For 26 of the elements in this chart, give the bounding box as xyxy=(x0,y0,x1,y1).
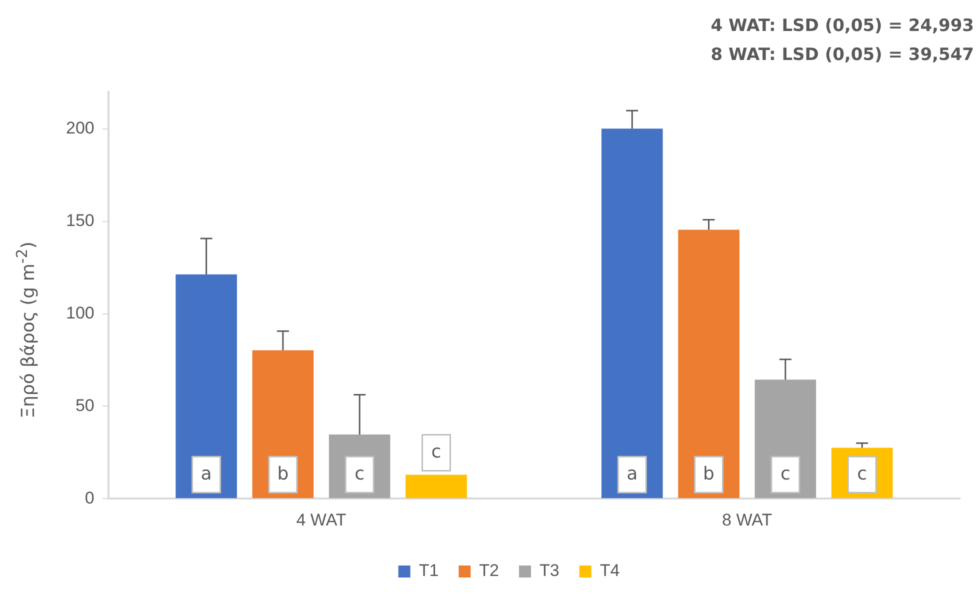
y-tick-label: 200 xyxy=(66,118,94,138)
x-tick-label: 8 WAT xyxy=(722,510,772,530)
y-tick-label: 150 xyxy=(66,211,94,230)
legend-label: T1 xyxy=(418,561,439,580)
bar xyxy=(678,230,740,498)
text: 4 WAT: LSD (0,05) = 24,993 xyxy=(710,15,974,38)
bar xyxy=(601,128,663,498)
y-tick-label: 100 xyxy=(66,303,94,322)
legend-label: T2 xyxy=(479,561,500,580)
y-tick-label: 0 xyxy=(84,488,94,508)
bar xyxy=(252,350,314,498)
data-label: c xyxy=(431,441,442,462)
data-label: b xyxy=(277,463,289,484)
data-label: a xyxy=(200,463,212,484)
legend-label: T4 xyxy=(600,561,620,580)
data-label: a xyxy=(626,463,638,484)
data-label: b xyxy=(703,463,714,484)
legend-label: T3 xyxy=(540,561,560,580)
data-label: c xyxy=(780,463,790,484)
y-tick-label: 50 xyxy=(75,396,94,415)
bar xyxy=(176,274,237,498)
text: 8 WAT: LSD (0,05) = 39,547 xyxy=(710,44,974,67)
x-tick-label: 4 WAT xyxy=(296,510,346,530)
data-label: c xyxy=(354,463,365,484)
bar xyxy=(406,474,467,498)
data-label: c xyxy=(857,463,868,484)
